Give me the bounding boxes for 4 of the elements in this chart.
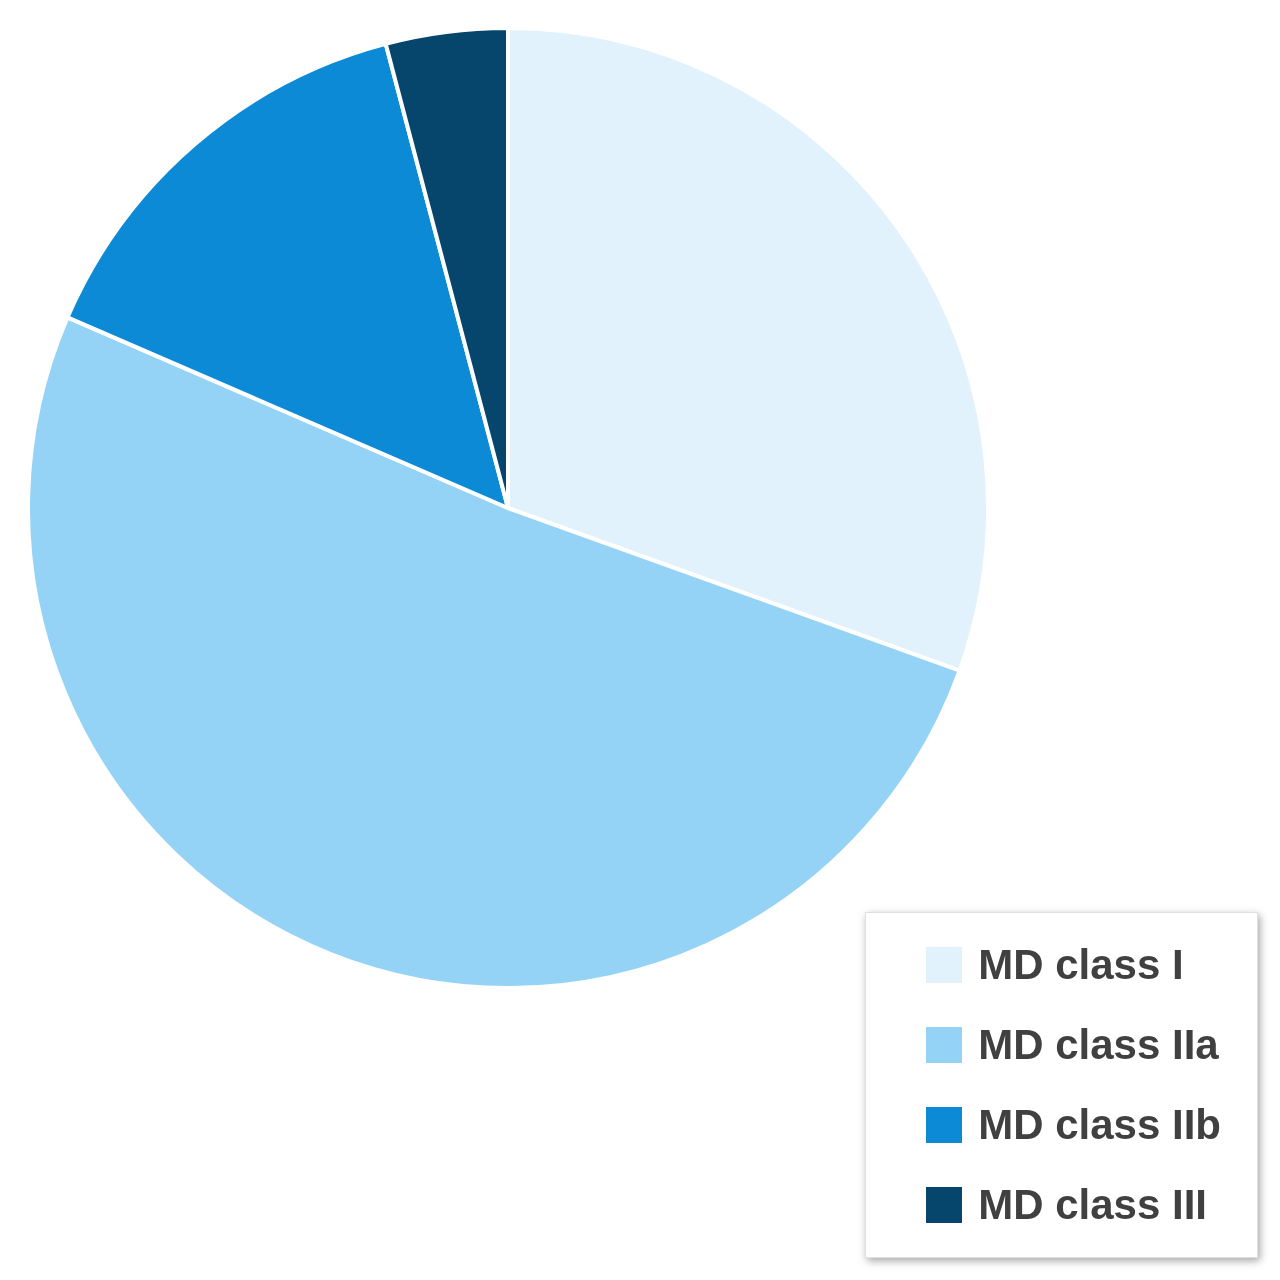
legend-label: MD class IIa — [978, 1021, 1219, 1069]
legend-label: MD class III — [978, 1181, 1207, 1229]
legend-label: MD class I — [978, 941, 1184, 989]
legend-label: MD class IIb — [978, 1101, 1221, 1149]
